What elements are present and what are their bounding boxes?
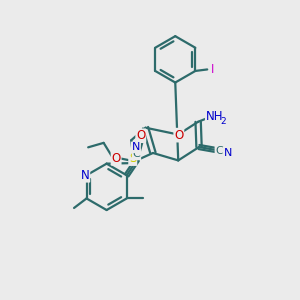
Text: O: O xyxy=(174,129,184,142)
Text: O: O xyxy=(112,152,121,165)
Text: NH: NH xyxy=(206,110,223,123)
Text: C: C xyxy=(133,149,140,160)
Text: C: C xyxy=(215,146,223,156)
Text: 2: 2 xyxy=(220,117,226,126)
Text: S: S xyxy=(129,152,136,165)
Text: O: O xyxy=(136,129,146,142)
Text: N: N xyxy=(81,169,89,182)
Text: N: N xyxy=(224,148,232,158)
Text: N: N xyxy=(132,142,140,152)
Text: I: I xyxy=(211,63,214,76)
